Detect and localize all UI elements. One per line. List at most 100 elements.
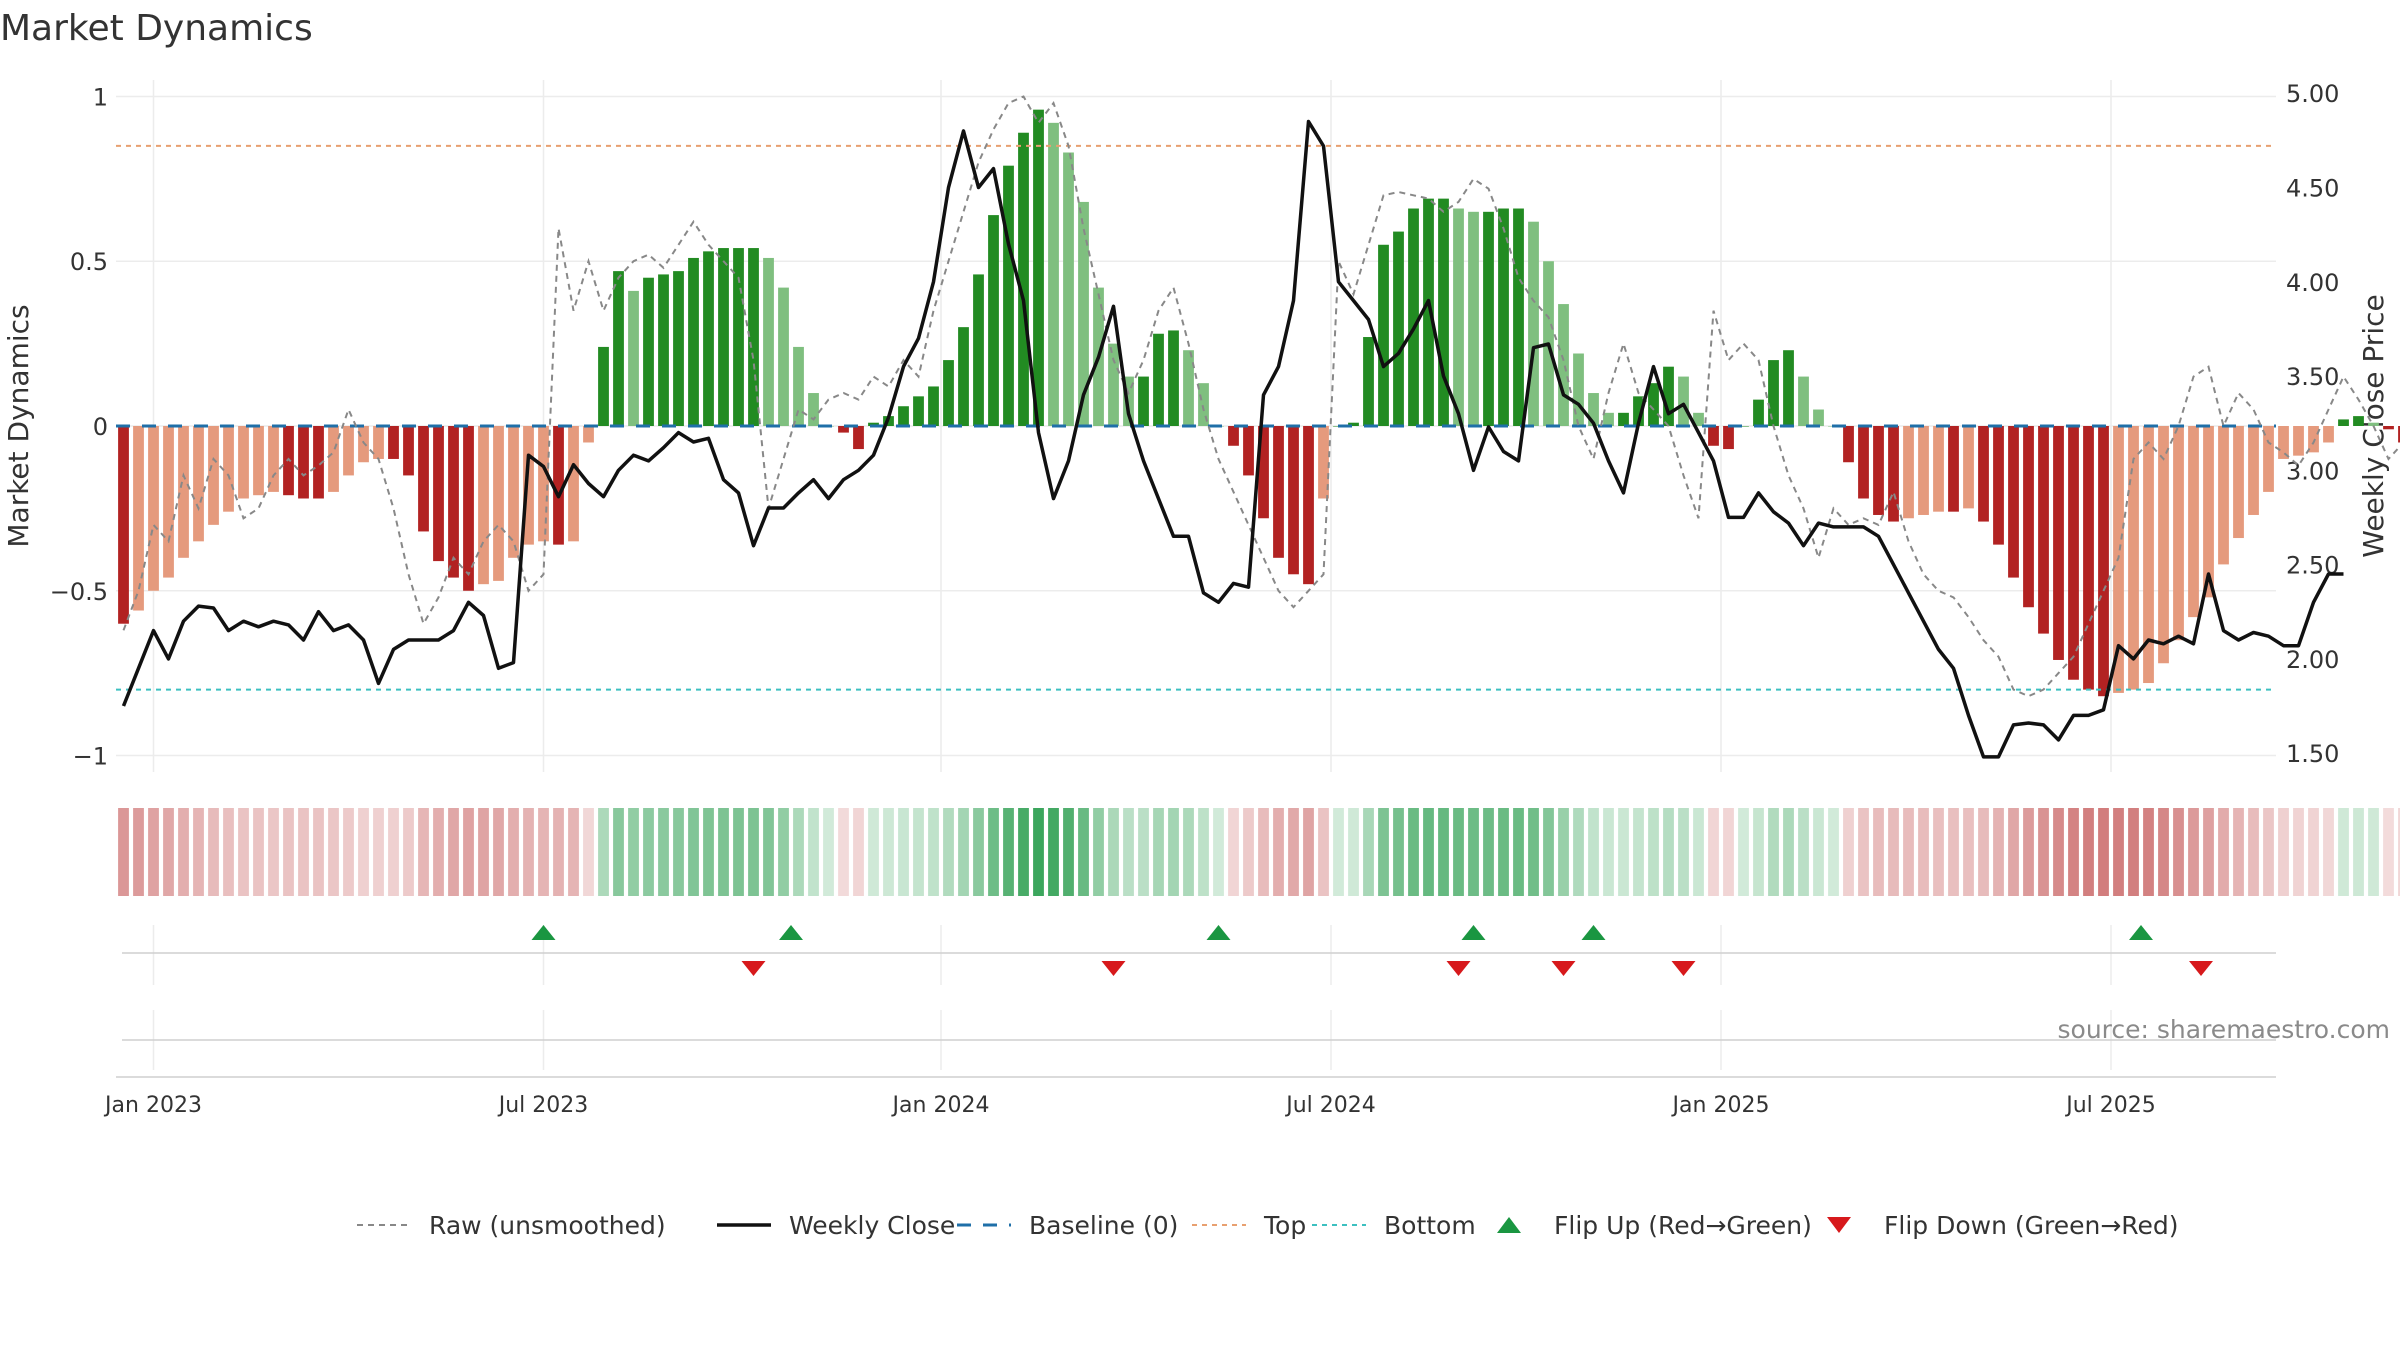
heat-strip-cell — [343, 808, 354, 896]
dynamics-bar — [388, 426, 399, 459]
dynamics-bar — [1063, 152, 1074, 426]
dynamics-bar — [1738, 426, 1749, 427]
dynamics-bar — [673, 271, 684, 426]
dynamics-bar — [1378, 244, 1389, 426]
y-tick-right-label: 1.50 — [2286, 740, 2339, 768]
dynamics-bar — [493, 426, 504, 581]
dynamics-bar — [718, 248, 729, 426]
heat-strip-cell — [1663, 808, 1674, 896]
heat-strip-cell — [763, 808, 774, 896]
y-tick-left-label: 0.5 — [70, 248, 108, 276]
heat-strip-cell — [2098, 808, 2109, 896]
heat-strip-cell — [1108, 808, 1119, 896]
dynamics-bar — [1693, 412, 1704, 426]
heat-strip-cell — [793, 808, 804, 896]
heat-strip-cell — [673, 808, 684, 896]
dynamics-bar — [1933, 426, 1944, 512]
flip-down-marker — [2189, 961, 2213, 976]
dynamics-bar — [1603, 412, 1614, 426]
heat-strip-cell — [1903, 808, 1914, 896]
legend-label: Baseline (0) — [1029, 1211, 1178, 1240]
dynamics-bar — [1963, 426, 1974, 509]
dynamics-bar — [2308, 426, 2319, 453]
heat-strip-cell — [1318, 808, 1329, 896]
dynamics-bar — [418, 426, 429, 532]
dynamics-bar — [2293, 426, 2304, 456]
dynamics-bar — [1918, 426, 1929, 515]
heat-strip-cell — [1948, 808, 1959, 896]
heat-strip-cell — [613, 808, 624, 896]
dynamics-bar — [2008, 426, 2019, 578]
dynamics-bar — [583, 426, 594, 443]
legend-label: Raw (unsmoothed) — [429, 1211, 666, 1240]
heat-strip-cell — [133, 808, 144, 896]
heat-strip-cell — [1783, 808, 1794, 896]
dynamics-bar — [958, 327, 969, 426]
dynamics-bar — [1453, 208, 1464, 426]
dynamics-bar — [358, 426, 369, 463]
dynamics-bar — [1768, 360, 1779, 426]
source-credit: source: sharemaestro.com — [2057, 1015, 2391, 1044]
page-title: Market Dynamics — [0, 8, 313, 49]
x-tick-label: Jul 2023 — [497, 1093, 589, 1118]
dynamics-bar — [373, 426, 384, 459]
dynamics-bar — [1033, 109, 1044, 427]
dynamics-bar — [1303, 426, 1314, 585]
dynamics-bar — [1423, 198, 1434, 426]
y-tick-right-label: 3.50 — [2286, 363, 2339, 391]
legend-item-baseline: Baseline (0) — [957, 1211, 1178, 1240]
heat-strip-cell — [943, 808, 954, 896]
legend-item-bottom: Bottom — [1312, 1211, 1476, 1240]
dynamics-bar — [2383, 426, 2394, 430]
legend-label: Flip Up (Red→Green) — [1554, 1211, 1812, 1240]
y-tick-right-label: 2.00 — [2286, 646, 2339, 674]
dynamics-bar — [1753, 399, 1764, 426]
dynamics-bar — [1528, 221, 1539, 426]
dynamics-bar — [1273, 426, 1284, 558]
dynamics-bar — [1843, 426, 1854, 463]
heat-strip-cell — [1498, 808, 1509, 896]
heat-strip-cell — [208, 808, 219, 896]
heat-strip-cell — [508, 808, 519, 896]
heat-strip-cell — [1348, 808, 1359, 896]
flip-up-marker — [531, 925, 556, 940]
dynamics-bar — [2398, 426, 2400, 443]
dynamics-bar — [1618, 412, 1629, 426]
dynamics-bar — [703, 251, 714, 426]
dynamics-bar — [1198, 383, 1209, 426]
dynamics-bar — [568, 426, 579, 542]
dynamics-bar — [193, 426, 204, 542]
heat-strip-cell — [2278, 808, 2289, 896]
heat-strip-cell — [2023, 808, 2034, 896]
dynamics-bar — [793, 346, 804, 426]
dynamics-bar — [403, 426, 414, 476]
dynamics-bar — [298, 426, 309, 499]
heat-strip-cell — [583, 808, 594, 896]
dynamics-bar — [508, 426, 519, 558]
heat-strip-cell — [1198, 808, 1209, 896]
dynamics-bar — [1888, 426, 1899, 522]
heat-strip-cell — [1003, 808, 1014, 896]
dynamics-bar — [133, 426, 144, 611]
heat-strip-cell — [313, 808, 324, 896]
dynamics-bar — [2263, 426, 2274, 492]
flip-up-marker — [1206, 925, 1231, 940]
flip-down-marker — [741, 961, 766, 976]
heat-strip-cell — [958, 808, 969, 896]
heat-strip-cell — [2233, 808, 2244, 896]
dynamics-bar — [2023, 426, 2034, 608]
dynamics-bar — [223, 426, 234, 512]
dynamics-bar — [1183, 350, 1194, 426]
heat-strip-cell — [928, 808, 939, 896]
heat-strip-cell — [2128, 808, 2139, 896]
heat-strip-cell — [1228, 808, 1239, 896]
dynamics-bar — [1573, 353, 1584, 426]
dynamics-bar — [2338, 419, 2349, 426]
dynamics-bar — [658, 274, 669, 426]
heat-strip-cell — [1243, 808, 1254, 896]
dynamics-bar — [448, 426, 459, 578]
dynamics-bar — [628, 290, 639, 426]
heat-strip-cell — [868, 808, 879, 896]
dynamics-bar — [1723, 426, 1734, 450]
dynamics-bar — [2038, 426, 2049, 634]
